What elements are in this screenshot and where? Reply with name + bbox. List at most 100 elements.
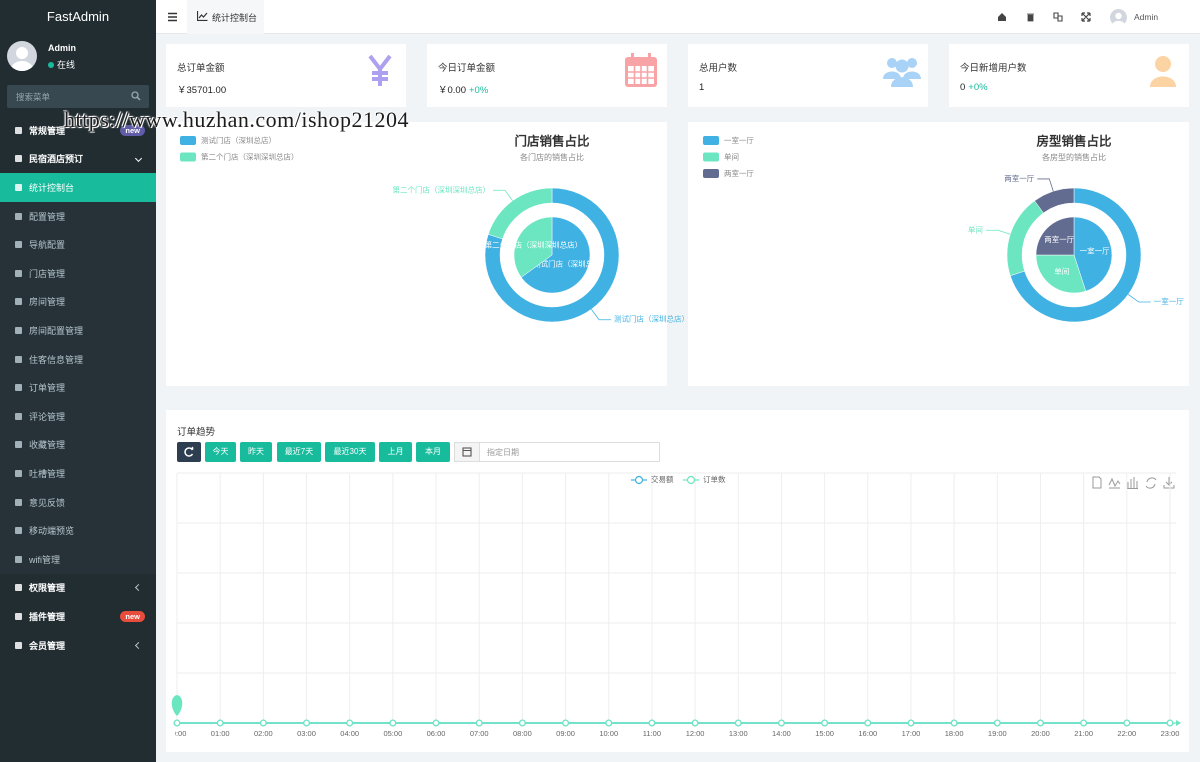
data-point bbox=[778, 719, 785, 727]
x-tick-label: 04:00 bbox=[340, 729, 359, 738]
menu-toggle[interactable] bbox=[168, 12, 178, 22]
menu-icon bbox=[15, 155, 22, 163]
x-tick-label: 00:00 bbox=[168, 729, 187, 738]
x-tick-label: 08:00 bbox=[513, 729, 532, 738]
menu-icon bbox=[15, 441, 22, 449]
data-point bbox=[259, 719, 267, 727]
header-avatar[interactable] bbox=[1110, 9, 1127, 26]
icon-part bbox=[891, 77, 913, 87]
menu-label: 配置管理 bbox=[29, 211, 66, 222]
data-point bbox=[907, 719, 915, 727]
legend-label: 一室一厅 bbox=[724, 135, 754, 145]
pie-slice bbox=[1035, 254, 1087, 294]
home-icon[interactable] bbox=[998, 13, 1006, 21]
menu-label: 房间管理 bbox=[29, 297, 66, 308]
menu-item[interactable]: 评论管理 bbox=[0, 402, 156, 431]
search-box[interactable]: 搜索菜单 bbox=[7, 85, 149, 108]
pie-slice bbox=[1034, 187, 1075, 214]
chart-title: 门店销售占比 bbox=[514, 133, 590, 148]
filter-button[interactable]: 今天 bbox=[205, 442, 236, 462]
legend-swatch[interactable] bbox=[703, 152, 719, 162]
menu-item[interactable]: 门店管理 bbox=[0, 259, 156, 288]
toolbox-save[interactable] bbox=[1163, 477, 1175, 489]
date-input[interactable]: 指定日期 bbox=[454, 442, 660, 462]
x-tick-label: 05:00 bbox=[383, 729, 402, 738]
menu-item[interactable]: 意见反馈 bbox=[0, 487, 156, 517]
menu-item[interactable]: 收藏管理 bbox=[0, 430, 156, 460]
menu-item[interactable]: 民宿酒店预订 bbox=[0, 145, 156, 174]
data-point bbox=[518, 719, 526, 727]
stat-number: ￥35701.00 bbox=[177, 85, 227, 96]
menu-item[interactable]: 移动端预览 bbox=[0, 516, 156, 545]
date-icon-box bbox=[455, 443, 480, 461]
menu-item[interactable]: 插件管理 new bbox=[0, 602, 156, 631]
menu-item[interactable]: 房间配置管理 bbox=[0, 316, 156, 345]
stat-number: 1 bbox=[699, 82, 705, 93]
menu-item[interactable]: 订单管理 bbox=[0, 373, 156, 402]
avatar-body bbox=[11, 61, 33, 71]
legend-swatch[interactable] bbox=[180, 152, 196, 162]
menu-item[interactable]: 导航配置 bbox=[0, 230, 156, 259]
toolbox-bar[interactable] bbox=[1127, 477, 1138, 489]
menu-item[interactable]: 住客信息管理 bbox=[0, 344, 156, 374]
legend-marker[interactable] bbox=[686, 475, 696, 485]
tab-icon bbox=[197, 11, 208, 21]
icon-part bbox=[1155, 56, 1171, 72]
menu-item[interactable]: wifi管理 bbox=[0, 545, 156, 574]
data-point bbox=[389, 719, 397, 727]
header-user[interactable]: Admin bbox=[1134, 12, 1159, 22]
stat-icon-shape bbox=[625, 53, 657, 87]
header-avatar-head bbox=[1115, 12, 1122, 20]
pie-slice bbox=[513, 216, 553, 278]
menu-item[interactable]: 配置管理 bbox=[0, 201, 156, 231]
menu-item[interactable]: 会员管理 bbox=[0, 631, 156, 660]
legend-label: 订单数 bbox=[703, 474, 726, 484]
stat-icon-shape bbox=[368, 54, 392, 86]
trash-icon[interactable] bbox=[1027, 13, 1034, 22]
mark-point-pin bbox=[171, 695, 183, 716]
menu-label: 导航配置 bbox=[29, 240, 66, 251]
filter-button[interactable]: 上月 bbox=[379, 442, 412, 462]
header-tools[interactable] bbox=[996, 11, 1096, 23]
pie-inner-label: 一室一厅 bbox=[1080, 246, 1110, 256]
date-placeholder: 指定日期 bbox=[487, 448, 519, 457]
stat-icon bbox=[368, 54, 392, 86]
filter-button[interactable]: 本月 bbox=[416, 442, 450, 462]
data-point bbox=[1166, 719, 1174, 727]
chart-toolbox[interactable] bbox=[1092, 476, 1175, 489]
filter-button[interactable]: 昨天 bbox=[240, 442, 272, 462]
legend-marker[interactable] bbox=[634, 475, 644, 485]
refresh-arrow bbox=[190, 446, 194, 450]
menu-item[interactable]: 统计控制台 bbox=[0, 173, 156, 202]
menu-icon bbox=[15, 555, 22, 563]
menu-icon bbox=[15, 355, 22, 363]
search-icon[interactable] bbox=[131, 91, 141, 101]
filter-button[interactable]: 最近30天 bbox=[325, 442, 375, 462]
menu-item[interactable]: 房间管理 bbox=[0, 287, 156, 317]
lang-icon[interactable] bbox=[1053, 12, 1063, 22]
toolbox-line[interactable] bbox=[1108, 477, 1121, 489]
menu-item[interactable]: 权限管理 bbox=[0, 574, 156, 603]
legend-swatch[interactable] bbox=[703, 169, 719, 178]
tab[interactable]: 统计控制台 bbox=[187, 0, 264, 34]
legend-label: 单间 bbox=[724, 151, 739, 161]
user-name: Admin bbox=[48, 43, 76, 53]
menu-icon bbox=[15, 641, 22, 649]
menu-item[interactable]: 吐槽管理 bbox=[0, 459, 156, 488]
menu-item[interactable]: 常规管理 new bbox=[0, 116, 156, 145]
refresh-button[interactable] bbox=[177, 442, 201, 462]
toolbox-data-view[interactable] bbox=[1092, 476, 1102, 489]
data-point bbox=[1080, 719, 1088, 727]
x-tick-label: 10:00 bbox=[599, 729, 618, 738]
legend-swatch[interactable] bbox=[703, 136, 719, 145]
fullscreen-icon[interactable] bbox=[1081, 12, 1091, 22]
toolbox-restore[interactable] bbox=[1145, 477, 1157, 489]
toggle-bars bbox=[168, 12, 177, 22]
legend-swatch[interactable] bbox=[180, 136, 196, 145]
filter-button[interactable]: 最近7天 bbox=[277, 442, 321, 462]
stat-icon-shape bbox=[883, 58, 921, 87]
brand[interactable]: FastAdmin bbox=[0, 0, 156, 34]
legend-label: 交易额 bbox=[651, 474, 674, 484]
